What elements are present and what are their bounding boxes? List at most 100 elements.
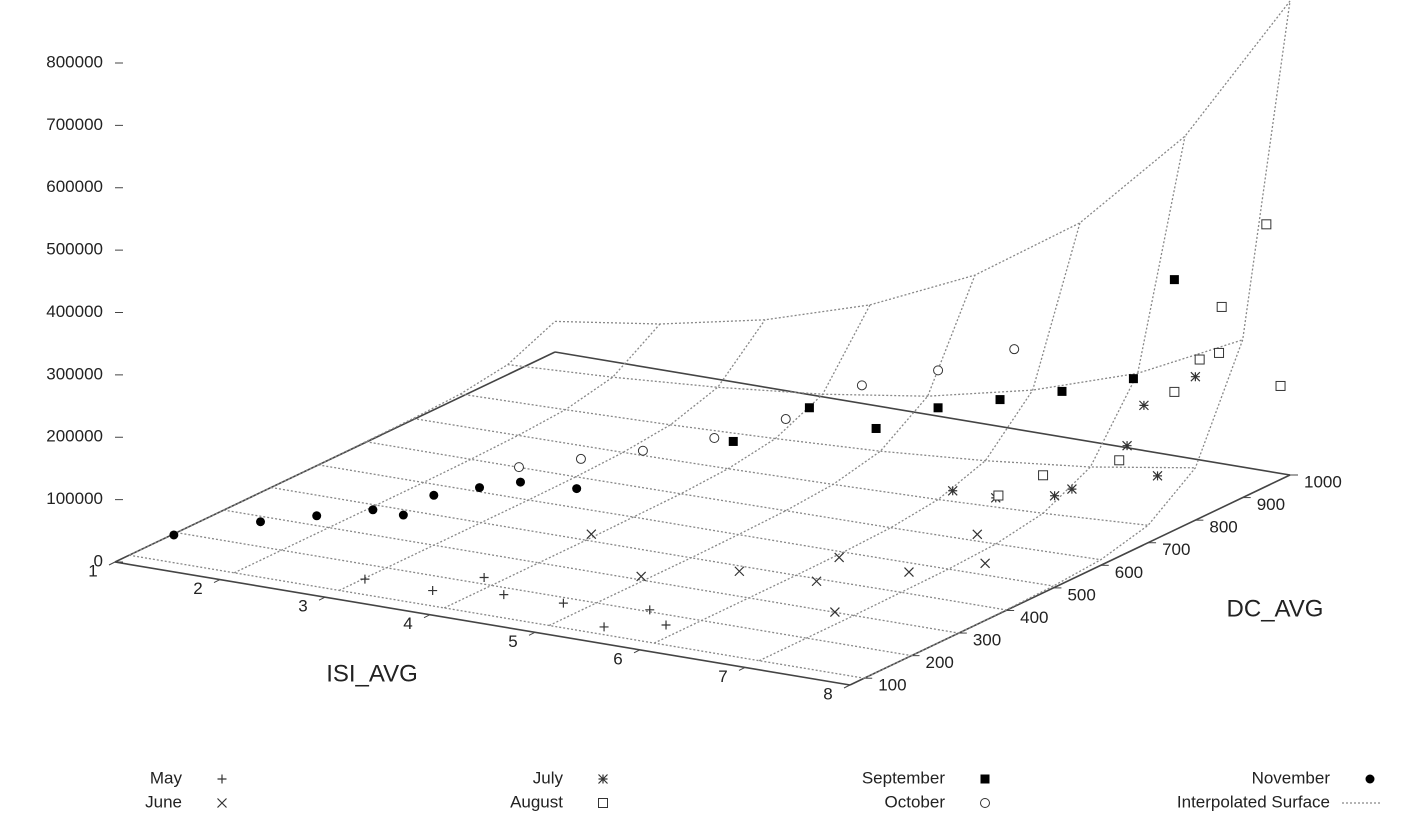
y-tick-label: 700: [1162, 540, 1190, 559]
z-tick-label: 600000: [46, 177, 103, 196]
x-tick: [213, 579, 221, 584]
legend-swatch: [217, 774, 227, 784]
point: [637, 445, 648, 456]
legend-swatch: [1365, 774, 1375, 784]
point: [1194, 354, 1205, 365]
point: [558, 598, 568, 608]
point: [1152, 470, 1163, 481]
point: [575, 453, 586, 464]
plane-edge: [114, 561, 851, 686]
z-tick-label: 200000: [46, 427, 103, 446]
surface-line: [863, 0, 1291, 679]
surface-line: [223, 509, 959, 634]
point: [1169, 275, 1179, 285]
point: [479, 572, 489, 582]
surface-line: [318, 464, 1054, 587]
point: [811, 576, 822, 587]
surface-line: [554, 0, 1291, 325]
point: [834, 552, 845, 563]
y-tick-label: 800: [1209, 518, 1237, 537]
point: [256, 517, 266, 527]
point: [636, 571, 647, 582]
surface-line: [412, 417, 1149, 526]
surface-line: [443, 304, 871, 609]
point: [1122, 440, 1132, 451]
point: [995, 395, 1005, 405]
point: [398, 510, 408, 520]
z-tick-label: 400000: [46, 302, 103, 321]
x-tick-label: 2: [193, 579, 202, 598]
legend-swatch: [598, 774, 608, 784]
z-tick-label: 300000: [46, 364, 103, 383]
x-tick: [738, 666, 746, 671]
x-tick: [108, 561, 116, 566]
legend-swatch: [980, 798, 990, 808]
point: [599, 622, 609, 632]
point: [933, 403, 943, 413]
surface-line: [548, 274, 976, 627]
x-tick-label: 1: [88, 561, 97, 580]
legend-label: August: [510, 792, 563, 811]
point: [429, 490, 439, 500]
y-axis-title: DC_AVG: [1227, 595, 1324, 622]
point: [499, 590, 509, 600]
point: [1261, 219, 1272, 230]
z-tick-label: 0: [94, 551, 103, 570]
point: [1169, 386, 1180, 397]
point: [804, 403, 814, 413]
point: [475, 483, 485, 493]
surface-line: [233, 323, 661, 574]
point: [972, 529, 983, 540]
point: [1128, 374, 1138, 384]
legend-label: September: [862, 768, 945, 787]
point: [904, 567, 914, 577]
point: [1214, 347, 1225, 358]
surface-line: [507, 339, 1243, 397]
point: [709, 433, 720, 444]
x-tick-label: 7: [718, 667, 727, 686]
point: [993, 490, 1004, 501]
point: [661, 620, 671, 630]
surface-line: [365, 441, 1101, 561]
point: [515, 477, 525, 487]
point: [734, 566, 745, 577]
x-tick-label: 4: [403, 614, 412, 633]
surface-line: [758, 136, 1186, 662]
x-tick: [528, 631, 536, 636]
surface-line: [460, 393, 1196, 469]
point: [1009, 344, 1020, 355]
point: [1190, 371, 1201, 382]
x-tick: [843, 684, 851, 689]
y-tick-label: 300: [973, 631, 1001, 650]
z-tick-label: 800000: [46, 52, 103, 71]
surface-line: [128, 320, 556, 556]
point: [933, 365, 944, 376]
point: [1049, 490, 1060, 501]
point: [871, 423, 881, 433]
point: [980, 558, 991, 569]
surface-line: [129, 554, 865, 679]
x-tick-label: 6: [613, 649, 622, 668]
plane-edge: [554, 351, 1291, 476]
point: [1275, 380, 1286, 391]
legend-label: July: [533, 768, 564, 787]
point: [1057, 386, 1067, 396]
point: [829, 607, 840, 617]
y-tick-label: 600: [1115, 563, 1143, 582]
point: [368, 505, 378, 515]
point: [947, 485, 958, 496]
x-tick: [423, 614, 431, 619]
y-tick-label: 1000: [1304, 472, 1342, 491]
z-tick-label: 100000: [46, 489, 103, 508]
y-tick-label: 100: [878, 676, 906, 695]
surface-line: [653, 222, 1081, 644]
legend-swatch: [980, 774, 990, 784]
legend-label: November: [1252, 768, 1331, 787]
legend-label: October: [885, 792, 946, 811]
point: [572, 484, 582, 494]
legend-label: Interpolated Surface: [1177, 792, 1330, 811]
point: [856, 380, 867, 391]
z-tick-label: 700000: [46, 115, 103, 134]
point: [780, 414, 791, 425]
point: [513, 462, 524, 473]
